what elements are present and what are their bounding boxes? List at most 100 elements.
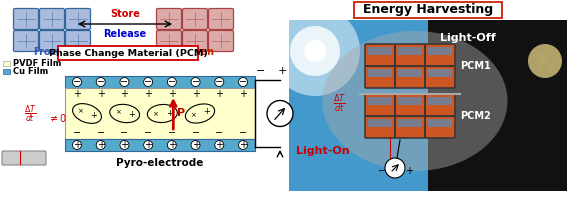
Circle shape [143,78,153,86]
Text: +: + [97,140,105,150]
Text: +: + [120,140,129,150]
Text: +: + [215,140,223,150]
Circle shape [120,78,129,86]
Text: −: − [120,128,129,138]
Circle shape [143,140,153,149]
Text: −: − [192,77,200,87]
Circle shape [538,53,548,63]
Circle shape [96,78,105,86]
Circle shape [385,158,405,178]
Text: −: − [96,128,105,138]
FancyBboxPatch shape [425,66,455,88]
FancyBboxPatch shape [156,8,181,30]
Text: +: + [239,89,247,99]
Text: −: − [120,77,129,87]
FancyBboxPatch shape [365,66,395,88]
Circle shape [120,140,129,149]
Text: −: − [96,77,105,87]
Circle shape [547,65,553,71]
Circle shape [538,66,542,70]
FancyBboxPatch shape [58,46,198,60]
Text: +: + [90,111,97,120]
Bar [428,69,452,77]
FancyBboxPatch shape [40,30,65,51]
Text: $\frac{\Delta T}{dt}$: $\frac{\Delta T}{dt}$ [333,93,346,115]
FancyBboxPatch shape [395,66,425,88]
Text: PCM1: PCM1 [460,61,491,71]
FancyBboxPatch shape [14,8,39,30]
Text: +: + [168,140,176,150]
FancyBboxPatch shape [365,94,395,116]
Circle shape [96,140,105,149]
Text: +: + [120,89,129,99]
Circle shape [167,78,176,86]
Text: Phase Change Material (PCM): Phase Change Material (PCM) [49,49,208,57]
FancyBboxPatch shape [209,8,234,30]
FancyBboxPatch shape [183,30,208,51]
Bar [398,97,422,105]
Text: Light-Off: Light-Off [440,33,496,43]
FancyBboxPatch shape [2,151,46,165]
Text: −: − [73,128,81,138]
Text: +: + [239,140,247,150]
Text: −: − [144,77,152,87]
FancyBboxPatch shape [40,8,65,30]
Circle shape [73,78,82,86]
Text: +: + [204,107,210,116]
Text: +: + [144,89,152,99]
Text: −: − [73,77,81,87]
Circle shape [73,140,82,149]
Bar [398,47,422,55]
Text: +: + [97,89,105,99]
Bar [428,47,452,55]
Text: Light-On: Light-On [296,146,350,156]
Text: +: + [166,108,173,118]
FancyBboxPatch shape [395,116,425,138]
Circle shape [239,140,248,149]
Text: +: + [144,140,152,150]
Text: +: + [215,89,223,99]
Text: +: + [168,89,176,99]
Text: Release: Release [103,29,146,39]
Text: Frozen: Frozen [33,47,70,57]
Text: Molten: Molten [176,47,214,57]
Text: ×: × [191,113,196,118]
Text: −: − [192,128,200,138]
Circle shape [528,44,562,78]
FancyBboxPatch shape [14,30,39,51]
Bar [368,119,392,127]
Ellipse shape [323,31,507,171]
Text: −: − [239,77,247,87]
Text: −: − [239,128,247,138]
Bar [368,47,392,55]
Text: ×: × [78,108,83,114]
Bar [428,97,452,105]
Bar [65,76,255,88]
Text: −: − [168,77,176,87]
Circle shape [267,100,293,127]
Text: +: + [405,166,413,176]
Text: Store: Store [110,9,140,19]
Ellipse shape [290,26,340,76]
Bar [3,69,10,74]
FancyBboxPatch shape [425,94,455,116]
Circle shape [215,78,224,86]
Bar [368,97,392,105]
Text: −: − [215,128,223,138]
Circle shape [239,78,248,86]
Text: PVDF Film: PVDF Film [13,59,61,68]
Polygon shape [428,20,567,191]
Text: +: + [192,89,200,99]
Text: P: P [177,108,185,119]
Text: +: + [73,140,81,150]
Text: +: + [73,89,81,99]
Text: ×: × [153,111,158,117]
Bar [3,61,10,66]
Text: +: + [192,140,200,150]
Circle shape [215,140,224,149]
Text: +: + [277,66,287,76]
FancyBboxPatch shape [425,116,455,138]
Bar [65,139,255,151]
FancyBboxPatch shape [425,44,455,66]
Bar [428,119,452,127]
